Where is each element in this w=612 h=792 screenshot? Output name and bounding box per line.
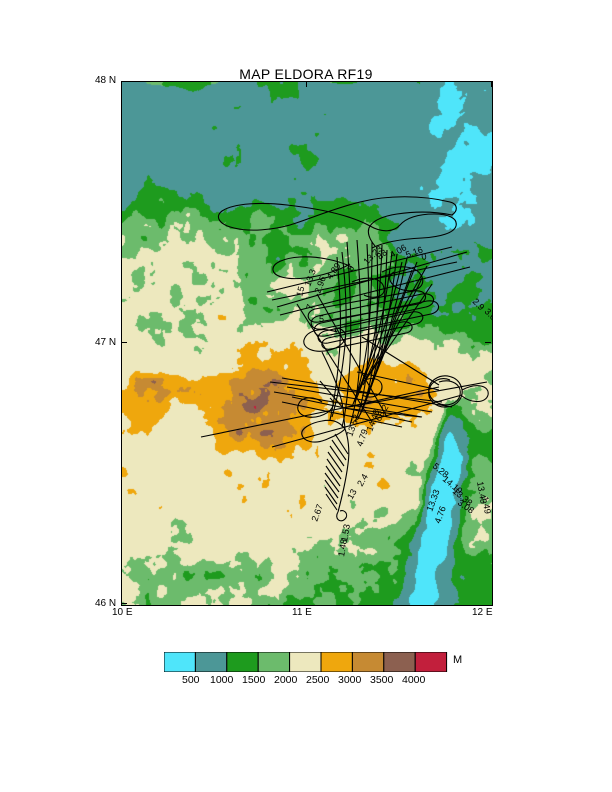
svg-text:13: 13 bbox=[345, 487, 359, 501]
svg-text:15: 15 bbox=[294, 285, 306, 297]
svg-text:5: 5 bbox=[319, 314, 324, 324]
svg-text:1.48: 1.48 bbox=[336, 538, 349, 557]
svg-text:7: 7 bbox=[304, 303, 315, 310]
svg-text:1.49: 1.49 bbox=[480, 496, 492, 515]
svg-text:2.4: 2.4 bbox=[355, 472, 370, 488]
svg-text:4.89: 4.89 bbox=[324, 261, 342, 281]
svg-text:8: 8 bbox=[345, 264, 356, 273]
svg-text:3.08: 3.08 bbox=[483, 306, 492, 325]
svg-text:2.67: 2.67 bbox=[309, 503, 324, 523]
svg-text:2.9: 2.9 bbox=[471, 296, 487, 312]
svg-text:3: 3 bbox=[490, 333, 492, 342]
